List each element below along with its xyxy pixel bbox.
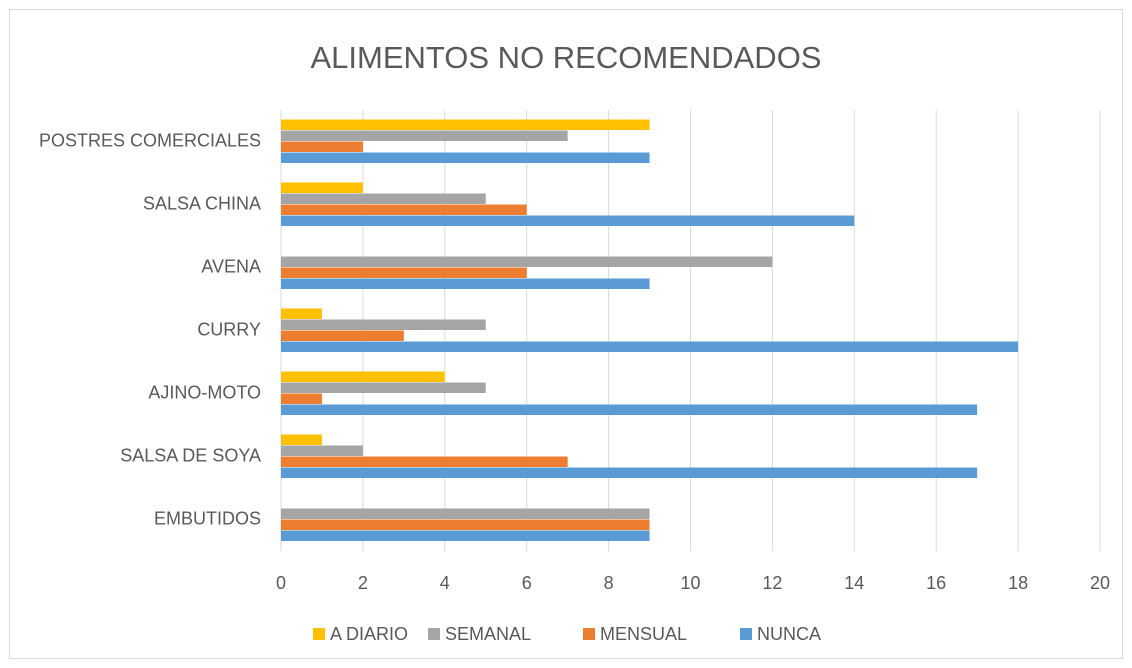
bar — [281, 341, 1019, 352]
y-tick-label: SALSA CHINA — [143, 193, 261, 213]
bar — [281, 434, 322, 445]
bar — [281, 456, 568, 467]
bar — [281, 204, 527, 215]
bar — [281, 308, 322, 319]
x-tick-label: 10 — [680, 573, 700, 593]
bar — [281, 330, 404, 341]
bar — [281, 530, 650, 541]
legend-label: MENSUAL — [600, 624, 687, 644]
x-tick-label: 14 — [844, 573, 864, 593]
bar — [281, 182, 363, 193]
y-tick-label: SALSA DE SOYA — [120, 445, 261, 465]
bar — [281, 371, 445, 382]
bar — [281, 215, 855, 226]
legend-label: NUNCA — [757, 624, 821, 644]
x-tick-label: 16 — [926, 573, 946, 593]
bar — [281, 119, 650, 130]
bar — [281, 393, 322, 404]
bar — [281, 404, 978, 415]
x-tick-label: 6 — [522, 573, 532, 593]
bar — [281, 256, 773, 267]
legend-label: SEMANAL — [445, 624, 531, 644]
x-tick-label: 20 — [1090, 573, 1110, 593]
bar — [281, 141, 363, 152]
bar — [281, 267, 527, 278]
x-tick-label: 18 — [1008, 573, 1028, 593]
bar — [281, 278, 650, 289]
y-tick-label: AJINO-MOTO — [148, 382, 261, 402]
legend-swatch — [583, 628, 595, 640]
y-tick-label: POSTRES COMERCIALES — [39, 130, 261, 150]
bar — [281, 467, 978, 478]
x-tick-label: 4 — [440, 573, 450, 593]
y-tick-label: AVENA — [201, 256, 261, 276]
legend-swatch — [313, 628, 325, 640]
x-tick-label: 8 — [604, 573, 614, 593]
x-tick-label: 12 — [762, 573, 782, 593]
bar — [281, 319, 486, 330]
bar — [281, 152, 650, 163]
chart-title: ALIMENTOS NO RECOMENDADOS — [310, 40, 821, 75]
chart-border — [9, 9, 1123, 659]
legend-swatch — [740, 628, 752, 640]
bar — [281, 519, 650, 530]
x-tick-label: 2 — [358, 573, 368, 593]
bar — [281, 130, 568, 141]
bar — [281, 445, 363, 456]
y-tick-label: EMBUTIDOS — [154, 508, 261, 528]
legend-swatch — [428, 628, 440, 640]
bar — [281, 193, 486, 204]
bar — [281, 508, 650, 519]
legend-label: A DIARIO — [330, 624, 408, 644]
x-tick-label: 0 — [276, 573, 286, 593]
bar — [281, 382, 486, 393]
y-tick-label: CURRY — [197, 319, 261, 339]
